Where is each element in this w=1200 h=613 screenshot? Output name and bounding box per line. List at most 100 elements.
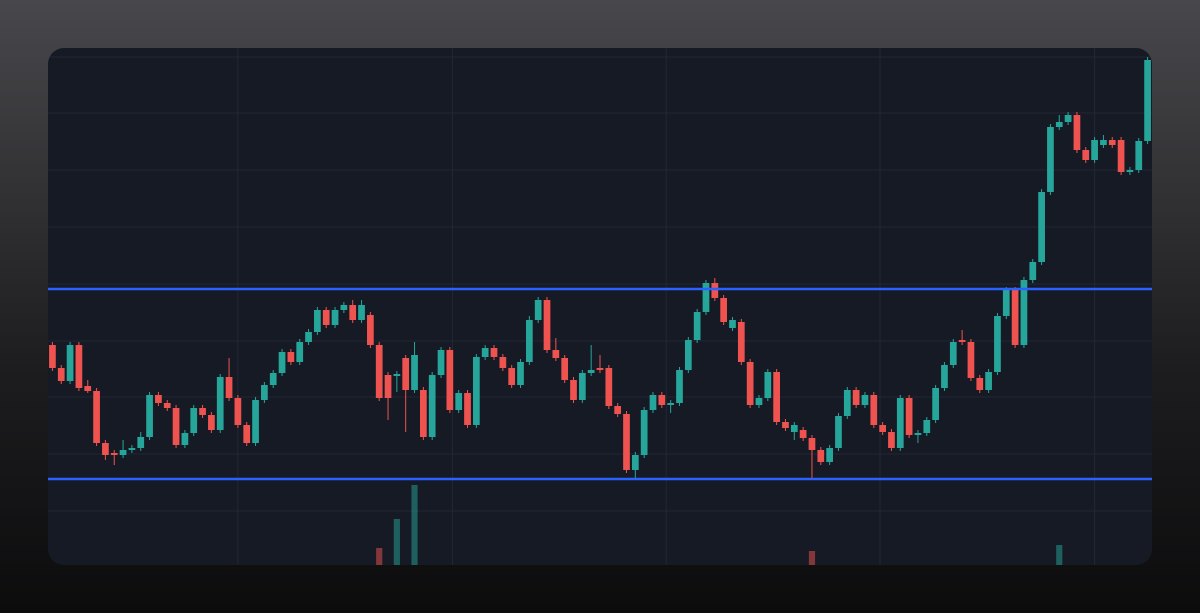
candle-body	[1144, 60, 1151, 141]
candle-body	[817, 450, 825, 462]
candle-body	[578, 373, 586, 400]
candle-body	[517, 362, 524, 385]
candle-body	[905, 398, 913, 435]
candle-body	[296, 342, 304, 362]
candle-body	[561, 358, 569, 380]
candle-body	[472, 357, 480, 425]
candle-body	[340, 305, 348, 310]
candle-body	[358, 305, 365, 320]
candle-body	[667, 403, 675, 405]
candle-body	[640, 410, 648, 455]
candle-body	[110, 453, 118, 455]
candle-body	[729, 320, 736, 328]
candle-body	[543, 300, 551, 350]
candle-body	[773, 372, 780, 422]
candle-body	[225, 377, 233, 398]
candle-body	[446, 350, 454, 410]
candle-body	[631, 455, 639, 470]
candle-body	[155, 395, 162, 403]
candle-body	[199, 408, 206, 415]
candle-body	[949, 342, 957, 365]
candle-body	[119, 450, 127, 455]
candle-body	[269, 373, 277, 385]
candle-body	[137, 437, 145, 448]
candle-body	[764, 372, 772, 398]
candle-body	[437, 350, 445, 375]
candle-body	[985, 372, 992, 390]
candle-body	[684, 340, 692, 370]
candle-body	[1100, 140, 1107, 145]
volume-bar	[1056, 545, 1063, 565]
candle-body	[658, 395, 666, 405]
candle-body	[1002, 290, 1010, 316]
candle-body	[499, 357, 507, 368]
candle-body	[1073, 115, 1081, 150]
candle-body	[552, 350, 560, 358]
volume-bar	[393, 519, 400, 565]
candle-body	[1047, 127, 1054, 192]
candle-body	[349, 305, 357, 320]
candle-body	[375, 345, 383, 398]
candle-body	[190, 408, 198, 433]
candle-body	[57, 368, 65, 381]
candle-body	[411, 355, 418, 390]
candle-body	[367, 315, 374, 345]
candle-body	[790, 425, 798, 432]
candle-body	[1020, 280, 1028, 345]
candle-body	[596, 368, 604, 370]
candle-body	[1055, 122, 1063, 127]
candle-body	[331, 310, 339, 325]
candle-body	[75, 345, 83, 388]
plot-area	[48, 48, 1152, 565]
candle-body	[941, 365, 948, 388]
candle-body	[737, 322, 745, 362]
candle-body	[570, 380, 577, 400]
candle-body	[755, 398, 763, 405]
candle-body	[243, 425, 251, 443]
candle-body	[605, 368, 613, 406]
candle-body	[1082, 150, 1090, 160]
volume-bar	[411, 485, 418, 565]
candle-body	[428, 375, 436, 437]
candle-body	[932, 388, 939, 420]
candle-body	[870, 395, 878, 425]
candle-body	[720, 298, 728, 322]
candle-body	[702, 283, 710, 312]
candle-body	[1091, 140, 1098, 160]
candle-body	[420, 390, 427, 437]
candle-body	[746, 362, 754, 405]
candle-body	[314, 310, 321, 332]
candle-body	[1117, 140, 1125, 172]
candle-body	[914, 433, 922, 435]
candle-body	[1064, 115, 1072, 122]
candle-body	[693, 312, 701, 340]
candle-body	[146, 395, 153, 437]
candle-body	[808, 438, 816, 450]
candle-body	[534, 300, 542, 320]
candle-body	[958, 340, 966, 342]
candle-body	[1011, 290, 1019, 345]
candle-body	[49, 345, 56, 368]
candle-body	[587, 370, 595, 373]
candle-body	[508, 368, 516, 385]
candle-body	[676, 370, 683, 403]
candle-body	[711, 283, 719, 298]
candle-body	[481, 348, 489, 357]
candle-body	[287, 352, 295, 362]
candle-body	[278, 352, 286, 373]
candle-body	[464, 393, 471, 425]
candle-body	[163, 403, 171, 408]
volume-bar	[808, 551, 816, 565]
candle-body	[623, 414, 630, 470]
candle-body	[84, 386, 92, 391]
candle-body	[826, 448, 833, 462]
candle-body	[322, 310, 330, 325]
candle-body	[1038, 192, 1045, 262]
candle-body	[649, 395, 657, 410]
candle-body	[888, 432, 895, 448]
candle-body	[1126, 170, 1134, 172]
candle-body	[994, 316, 1001, 372]
candle-body	[393, 374, 401, 376]
